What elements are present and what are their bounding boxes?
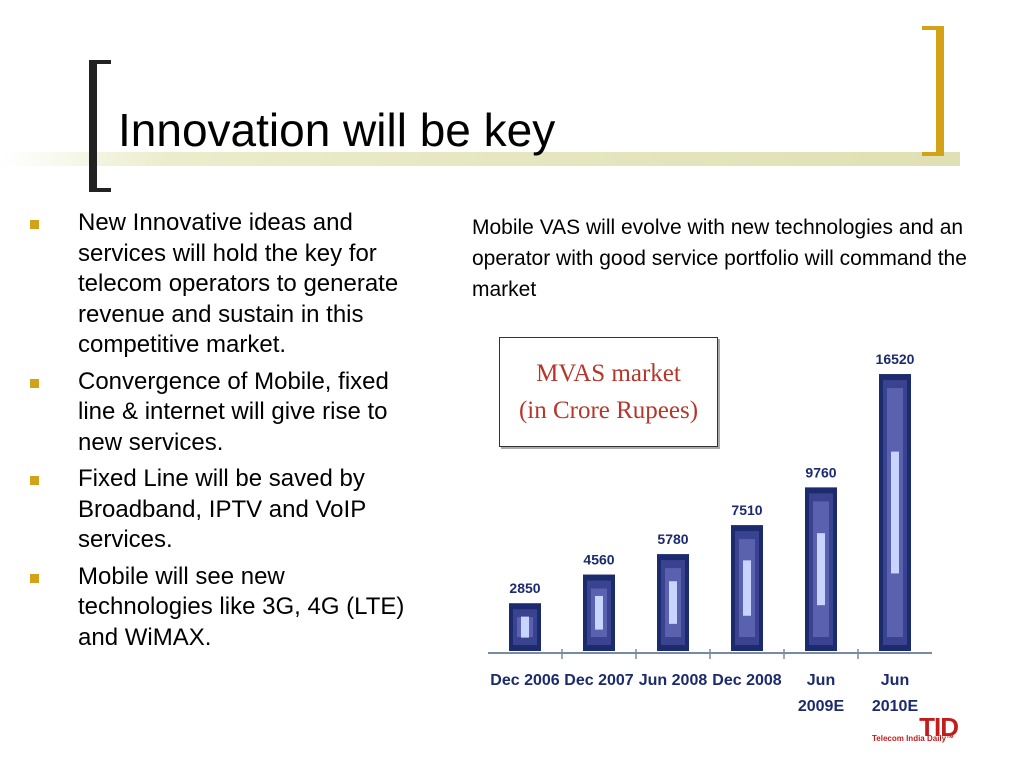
chart-title: MVAS market	[536, 360, 681, 387]
x-tick-label: 2010E	[872, 698, 919, 715]
square-bullet-icon	[30, 476, 39, 485]
bullet-item: Convergence of Mobile, fixed line & inte…	[26, 367, 426, 459]
data-label: 16520	[876, 351, 915, 367]
logo-letters: TID	[919, 712, 959, 742]
x-tick-label: Jun	[807, 672, 835, 689]
bullet-list: New Innovative ideas and services will h…	[26, 208, 426, 659]
x-tick-label: Dec 2006	[490, 672, 559, 689]
title-underline-bar	[0, 152, 960, 166]
data-label: 5780	[657, 531, 688, 547]
data-label: 7510	[731, 502, 762, 518]
square-bullet-icon	[30, 573, 39, 583]
square-bullet-icon	[30, 378, 39, 388]
bar-highlight	[595, 595, 603, 630]
x-tick-label: Jun 2008	[639, 672, 708, 689]
bar-highlight	[743, 560, 751, 616]
bullet-text: New Innovative ideas and services will h…	[78, 209, 399, 358]
x-tick-label: Dec 2007	[564, 672, 633, 689]
logo: TID Telecom India Daily™	[866, 712, 966, 746]
chart-caption: Mobile VAS will evolve with new technolo…	[472, 216, 967, 301]
bar-highlight	[521, 616, 529, 638]
bullet-item: New Innovative ideas and services will h…	[26, 208, 426, 361]
x-tick-label: Dec 2008	[712, 672, 781, 689]
data-label: 9760	[805, 464, 836, 480]
bullet-text: Convergence of Mobile, fixed line & inte…	[78, 367, 389, 456]
left-bracket-decoration	[89, 60, 111, 192]
bullet-item: Mobile will see new technologies like 3G…	[26, 562, 426, 654]
data-label: 2850	[509, 580, 540, 596]
chart-plot: 2850 Dec 2006 4560 Dec 2007 5780 Jun 2008 7510…	[488, 351, 932, 715]
data-label: 4560	[583, 552, 614, 568]
bar-highlight	[817, 533, 825, 606]
square-bullet-icon	[30, 220, 39, 229]
bullet-text: Mobile will see new technologies like 3G…	[78, 562, 405, 651]
bar-highlight	[669, 581, 677, 624]
logo-tagline: Telecom India Daily™	[872, 734, 955, 743]
mvas-chart: MVAS market (in Crore Rupees) 2850 Dec 20…	[470, 320, 990, 750]
page-title: Innovation will be key	[118, 104, 556, 156]
bullet-text: Fixed Line will be saved by Broadband, I…	[78, 465, 366, 553]
x-tick-label: 2009E	[798, 698, 845, 715]
right-bracket-decoration	[922, 26, 944, 156]
chart-title-box: MVAS market (in Crore Rupees)	[499, 337, 718, 447]
chart-subtitle: (in Crore Rupees)	[518, 397, 699, 424]
x-tick-label: Jun	[881, 672, 909, 689]
bar-highlight	[891, 451, 899, 574]
bullet-item: Fixed Line will be saved by Broadband, I…	[26, 464, 426, 556]
